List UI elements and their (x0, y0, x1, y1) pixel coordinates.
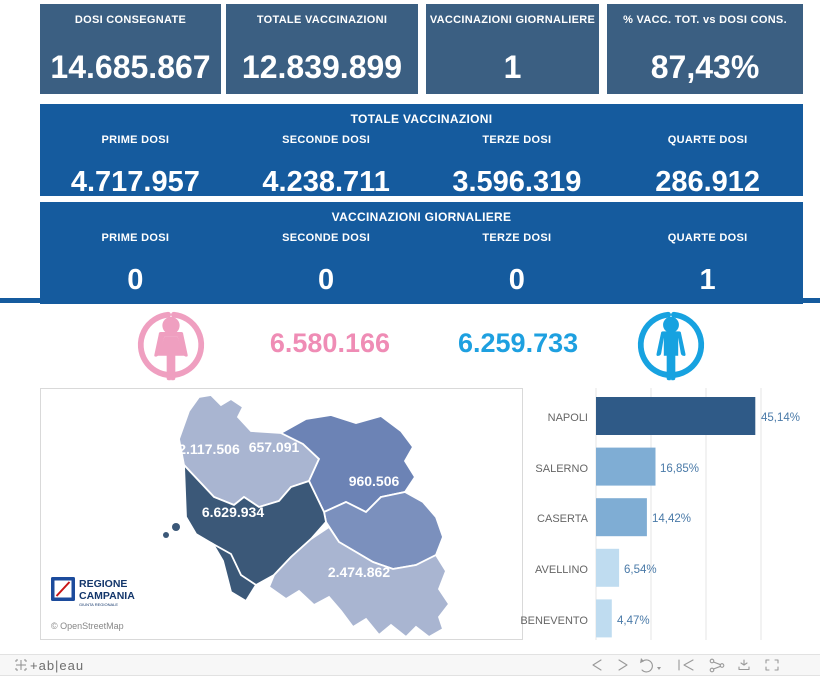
svg-text:4,47%: 4,47% (617, 615, 650, 627)
svg-text:2.474.862: 2.474.862 (328, 564, 390, 580)
svg-text:6.629.934: 6.629.934 (202, 504, 264, 520)
svg-text:NAPOLI: NAPOLI (548, 412, 588, 424)
svg-text:AVELLINO: AVELLINO (535, 564, 588, 576)
svg-text:6,54%: 6,54% (624, 564, 657, 576)
svg-text:2.117.506: 2.117.506 (178, 441, 240, 457)
svg-text:45,14%: 45,14% (761, 412, 800, 424)
svg-text:BENEVENTO: BENEVENTO (520, 615, 588, 627)
svg-text:14,42%: 14,42% (652, 513, 691, 525)
svg-text:657.091: 657.091 (249, 439, 300, 455)
svg-text:+ab|eau: +ab|eau (30, 658, 84, 673)
svg-text:CASERTA: CASERTA (537, 513, 589, 525)
svg-text:SALERNO: SALERNO (535, 463, 588, 475)
svg-text:960.506: 960.506 (349, 473, 400, 489)
svg-text:16,85%: 16,85% (660, 463, 699, 475)
